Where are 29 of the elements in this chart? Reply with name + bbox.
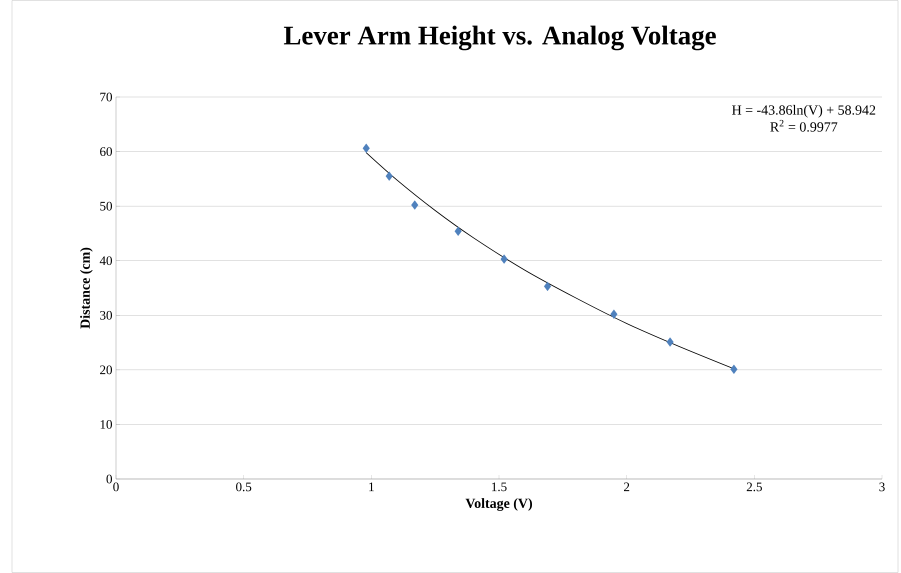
point [386, 171, 393, 181]
x-tick-label: 1 [369, 482, 374, 492]
x-tick-label: 0.5 [236, 482, 252, 492]
y-tick-label: 60 [100, 147, 112, 156]
annotation: R$^{2}$ = 0.9977 [770, 120, 838, 132]
y-tick-label: 0 [106, 474, 112, 484]
x-axis-title: Voltage (V) [466, 498, 532, 511]
point [666, 337, 674, 347]
y-tick-label: 40 [100, 256, 112, 266]
y-tick-label: 30 [100, 310, 112, 320]
point [500, 254, 508, 264]
y-tick-label: 70 [100, 92, 112, 102]
y-axis-title: Distance (cm) [80, 248, 93, 329]
point [544, 282, 552, 292]
point [730, 364, 738, 374]
y-tick-label: 50 [100, 202, 112, 211]
x-tick-label: 3 [879, 482, 885, 492]
x-tick-label: 1.5 [492, 482, 507, 492]
chart-title: Lever Arm Height vs. Analog Voltage [284, 26, 716, 50]
y-tick-label: 10 [100, 420, 112, 429]
x-tick-label: 2 [624, 482, 630, 492]
annotation: H = -43.86ln(V) + 58.942 [732, 104, 876, 118]
point [411, 200, 418, 210]
x-tick-label: 0 [113, 482, 119, 492]
point [362, 144, 370, 153]
x-tick-label: 2.5 [746, 482, 762, 492]
y-tick-label: 20 [100, 365, 112, 374]
point [454, 226, 462, 236]
point [610, 309, 618, 319]
